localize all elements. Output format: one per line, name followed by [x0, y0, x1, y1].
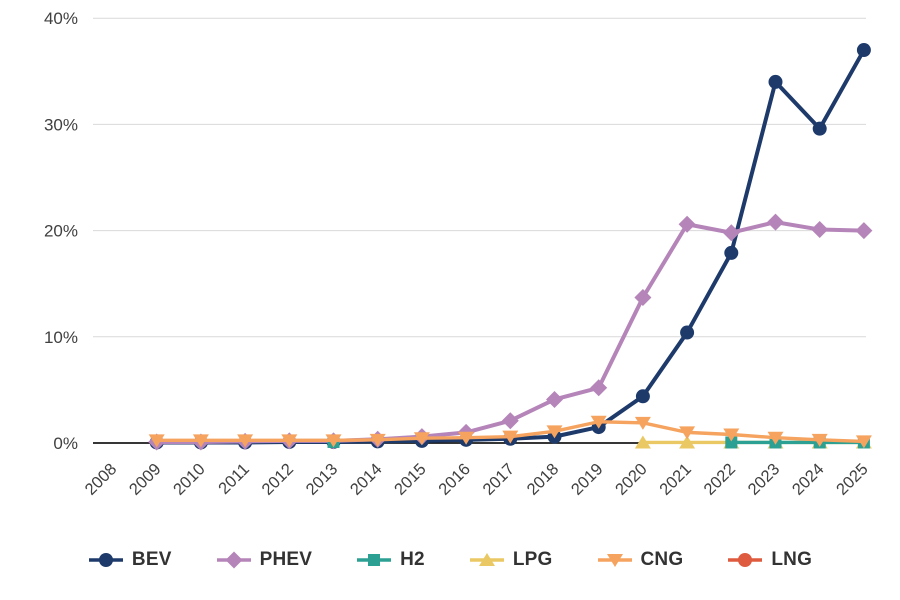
data-point-marker — [634, 289, 652, 307]
x-tick-label: 2014 — [347, 460, 386, 499]
x-tick-label: 2008 — [82, 460, 121, 499]
data-point-marker — [678, 215, 696, 233]
data-point-marker — [225, 551, 243, 569]
data-point-marker — [148, 434, 165, 448]
data-point-marker — [546, 390, 563, 408]
data-point-marker — [679, 426, 696, 440]
data-point-marker — [723, 428, 740, 442]
legend-label: LPG — [512, 549, 553, 570]
series-phev — [148, 213, 873, 451]
data-point-marker — [325, 434, 342, 448]
x-tick-label: 2015 — [391, 460, 430, 499]
legend-label: LNG — [771, 549, 813, 570]
legend-label: BEV — [131, 549, 172, 570]
data-point-marker — [811, 221, 829, 239]
data-point-marker — [635, 389, 650, 404]
data-point-marker — [98, 553, 113, 567]
data-point-marker — [679, 435, 696, 449]
legend-item-h2: H2 — [356, 549, 425, 571]
x-tick-label: 2024 — [789, 460, 828, 499]
x-tick-label: 2010 — [170, 460, 209, 499]
y-axis-tick-labels: 0% 10% 20% 30% 40% — [44, 9, 78, 453]
data-point-marker — [767, 213, 784, 231]
y-tick-label: 30% — [44, 115, 78, 134]
data-point-marker — [237, 434, 254, 448]
data-point-marker — [724, 245, 739, 260]
data-point-marker — [369, 433, 386, 447]
data-point-marker — [590, 379, 608, 397]
data-point-marker — [413, 432, 430, 446]
series-line — [154, 220, 866, 444]
x-tick-label: 2018 — [524, 460, 563, 499]
legend-item-phev: PHEV — [216, 549, 313, 571]
y-tick-label: 40% — [44, 9, 78, 28]
x-tick-label: 2011 — [215, 460, 253, 498]
data-point-marker — [281, 434, 298, 448]
data-point-marker — [725, 436, 738, 449]
x-tick-label: 2013 — [303, 460, 342, 499]
x-tick-label: 2021 — [656, 460, 695, 499]
x-tick-label: 2016 — [435, 460, 474, 499]
data-point-marker — [811, 433, 828, 447]
phev-marker-icon — [216, 551, 251, 569]
data-point-marker — [634, 435, 651, 449]
data-point-marker — [767, 431, 784, 445]
h2-marker-icon — [357, 554, 392, 566]
data-point-marker — [856, 43, 871, 58]
data-point-marker — [192, 434, 209, 448]
data-point-marker — [768, 74, 783, 89]
lpg-marker-icon — [469, 553, 504, 566]
data-point-marker — [478, 553, 495, 566]
x-tick-label: 2017 — [479, 460, 518, 499]
data-point-marker — [680, 325, 695, 340]
x-tick-label: 2009 — [126, 460, 165, 499]
legend-item-lng: LNG — [727, 549, 812, 571]
data-point-marker — [855, 222, 873, 240]
data-point-marker — [590, 415, 607, 429]
data-point-marker — [501, 412, 519, 430]
x-tick-label: 2025 — [833, 460, 872, 499]
data-point-marker — [502, 430, 519, 444]
series-lines — [148, 43, 873, 451]
legend-item-cng: CNG — [597, 549, 684, 571]
cng-marker-icon — [597, 554, 632, 567]
series-cng — [148, 415, 872, 449]
series-line — [154, 48, 866, 445]
bev-marker-icon — [88, 553, 123, 567]
legend-item-lpg: LPG — [469, 549, 553, 571]
y-tick-label: 10% — [44, 328, 78, 347]
data-point-marker — [606, 554, 623, 567]
data-point-marker — [546, 425, 563, 439]
y-tick-label: 20% — [44, 222, 78, 241]
x-tick-label: 2020 — [612, 460, 651, 499]
x-axis-tick-labels: 2008 2009 2010 2011 2012 2013 2014 2015 2016 2017… — [82, 460, 872, 499]
data-point-marker — [634, 416, 651, 430]
data-point-marker — [368, 554, 381, 566]
lng-marker-icon — [728, 553, 763, 567]
x-tick-label: 2023 — [745, 460, 784, 499]
legend-label: H2 — [400, 549, 425, 570]
legend: BEV PHEV H2 LPG CNG LNG — [0, 541, 900, 579]
legend-label: PHEV — [259, 549, 313, 570]
data-point-marker — [458, 431, 475, 445]
series-bev — [149, 43, 871, 450]
x-tick-label: 2012 — [258, 460, 297, 499]
y-tick-label: 0% — [53, 434, 78, 453]
data-point-marker — [855, 435, 872, 449]
x-tick-label: 2022 — [700, 460, 739, 499]
data-point-marker — [738, 553, 753, 567]
data-point-marker — [812, 121, 827, 136]
legend-item-bev: BEV — [88, 549, 172, 571]
data-point-marker — [722, 224, 740, 242]
gridlines — [93, 17, 866, 444]
x-tick-label: 2019 — [568, 460, 607, 499]
legend-label: CNG — [640, 549, 684, 570]
